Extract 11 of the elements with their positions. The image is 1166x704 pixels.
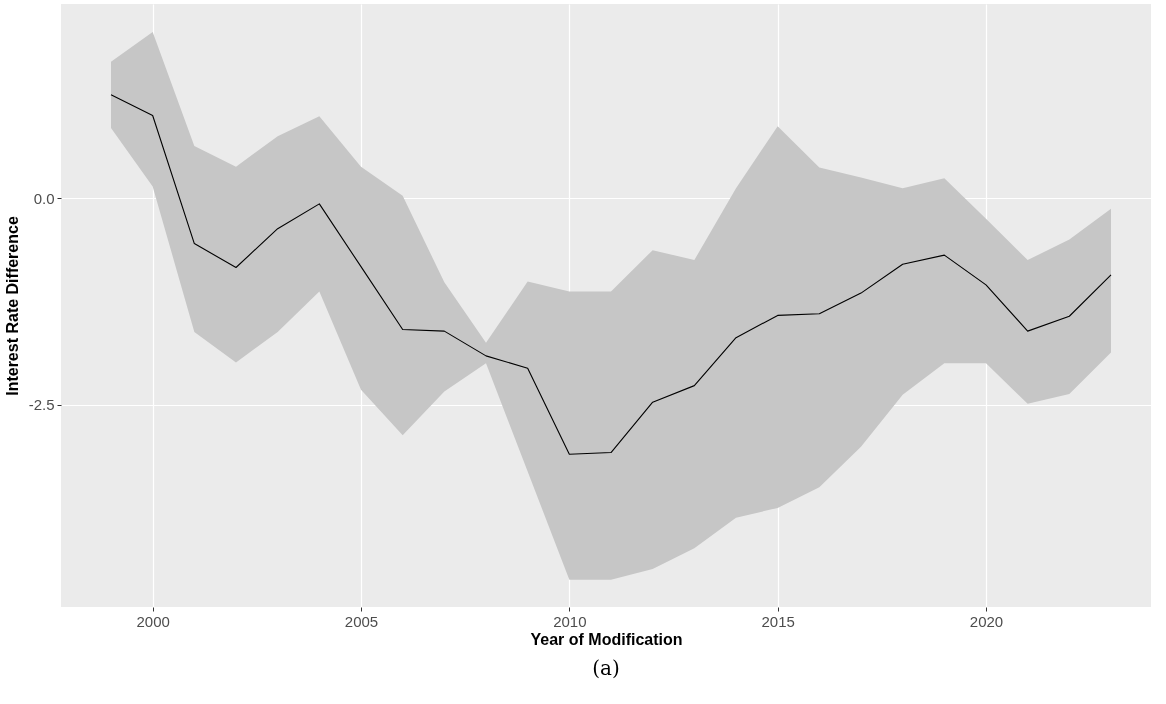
x-tick-label: 2015 (761, 612, 795, 630)
text: (a) (592, 656, 620, 680)
line-series (110, 94, 1112, 455)
x-tick-label: 2005 (344, 612, 379, 630)
x-tick-label: 2010 (553, 612, 587, 630)
x-tick-label: 2000 (136, 612, 170, 630)
y-tick-label: -2.5 (28, 396, 55, 414)
x-tick-label: 2020 (969, 612, 1004, 630)
y-tick-label: 0.0 (33, 189, 55, 207)
x-axis-title: Year of Modification (530, 630, 683, 648)
y-axis-title: Interest Rate Difference (3, 216, 21, 396)
